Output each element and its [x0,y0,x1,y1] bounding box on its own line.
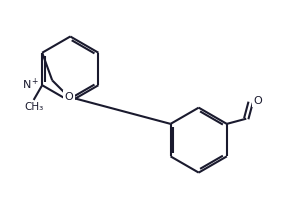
Text: O: O [64,92,73,102]
Text: CH₃: CH₃ [24,102,43,112]
Text: O: O [253,96,262,106]
Text: N$^+$: N$^+$ [22,76,40,92]
